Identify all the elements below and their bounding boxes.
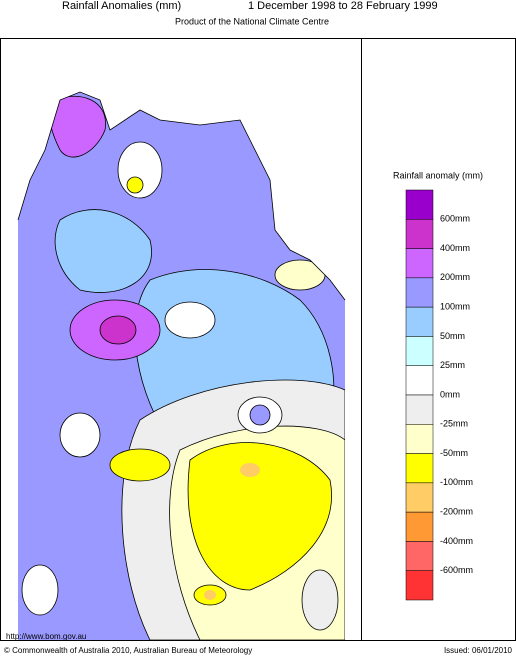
legend-label: -25mm — [440, 419, 468, 429]
legend-label: -200mm — [440, 507, 473, 517]
issued: Issued: 06/01/2010 — [444, 646, 513, 655]
legend-label: 25mm — [440, 360, 465, 370]
legend-title: Rainfall anomaly (mm) — [393, 170, 483, 180]
legend-label: 400mm — [440, 243, 470, 253]
legend-swatch — [405, 189, 434, 220]
period: 1 December 1998 to 28 February 1999 — [248, 0, 438, 12]
legend-swatch — [405, 306, 434, 337]
legend-swatch — [405, 365, 434, 396]
map — [17, 91, 346, 640]
legend-swatch — [405, 277, 434, 308]
url: http://www.bom.gov.au — [6, 632, 86, 641]
legend-label: 100mm — [440, 302, 470, 312]
subtitle: Product of the National Climate Centre — [175, 16, 329, 26]
legend-swatch — [405, 248, 434, 279]
legend-label: -50mm — [440, 448, 468, 458]
legend-label: 600mm — [440, 214, 470, 224]
title: Rainfall Anomalies (mm) — [62, 0, 181, 12]
legend: 600mm 400mm 200mm 100mm 50mm 25mm 0mm -25mm -50m… — [405, 189, 473, 601]
legend-swatch — [405, 219, 434, 249]
legend-swatch — [405, 511, 434, 542]
legend-label: 0mm — [440, 389, 460, 399]
legend-swatch — [405, 541, 434, 571]
legend-label: 50mm — [440, 331, 465, 341]
legend-swatch — [405, 482, 434, 513]
legend-swatch — [405, 394, 434, 425]
legend-label: -100mm — [440, 477, 473, 487]
legend-label: -600mm — [440, 565, 473, 575]
copyright: © Commonwealth of Australia 2010, Austra… — [4, 646, 252, 655]
legend-swatch — [405, 453, 434, 484]
legend-swatch — [405, 570, 434, 601]
legend-swatch — [405, 336, 434, 366]
legend-label: 200mm — [440, 272, 470, 282]
legend-label: -400mm — [440, 536, 473, 546]
legend-swatch — [405, 424, 434, 454]
